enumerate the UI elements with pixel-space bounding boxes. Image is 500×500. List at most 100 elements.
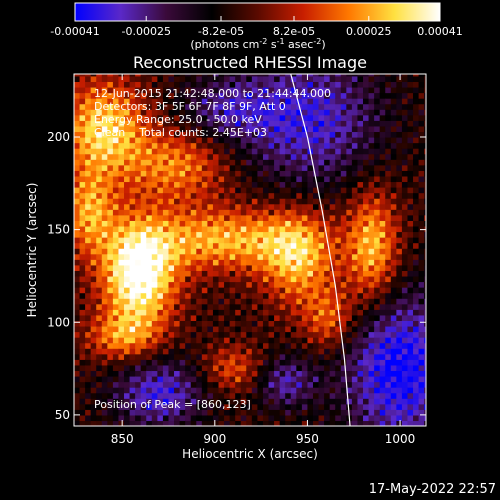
heatmap-cell xyxy=(407,270,414,277)
heatmap-cell xyxy=(185,370,192,377)
heatmap-cell xyxy=(257,325,264,333)
heatmap-cell xyxy=(229,259,236,266)
heatmap-cell xyxy=(118,398,125,405)
heatmap-cell xyxy=(351,131,359,138)
heatmap-cell xyxy=(368,298,375,305)
heatmap-cell xyxy=(85,192,92,199)
heatmap-cell xyxy=(401,114,409,121)
heatmap-cell xyxy=(307,142,314,149)
heatmap-cell xyxy=(290,187,297,194)
heatmap-cell xyxy=(385,414,392,422)
heatmap-cell xyxy=(418,142,425,149)
heatmap-cell xyxy=(413,275,420,283)
heatmap-cell xyxy=(413,414,420,422)
heatmap-cell xyxy=(129,375,136,383)
x-tick-label: 900 xyxy=(203,432,226,446)
heatmap-cell xyxy=(274,403,281,410)
heatmap-cell xyxy=(257,348,264,355)
heatmap-cell xyxy=(229,370,236,377)
heatmap-cell xyxy=(390,109,397,116)
heatmap-cell xyxy=(162,259,170,266)
heatmap-cell xyxy=(96,325,103,333)
heatmap-cell xyxy=(212,103,220,110)
heatmap-cell xyxy=(346,298,353,305)
heatmap-cell xyxy=(379,264,386,271)
heatmap-cell xyxy=(157,198,164,205)
heatmap-cell xyxy=(385,409,392,416)
heatmap-cell xyxy=(218,309,225,316)
heatmap-cell xyxy=(407,203,414,210)
heatmap-cell xyxy=(240,120,247,127)
heatmap-cell xyxy=(124,153,131,160)
heatmap-cell xyxy=(340,75,347,83)
heatmap-cell xyxy=(407,159,414,166)
heatmap-cell xyxy=(146,331,153,338)
heatmap-cell xyxy=(251,203,259,210)
heatmap-cell xyxy=(235,192,242,199)
heatmap-cell xyxy=(274,192,281,199)
heatmap-cell xyxy=(179,192,186,199)
heatmap-cell xyxy=(274,81,281,88)
heatmap-cell xyxy=(329,337,336,344)
heatmap-cell xyxy=(379,153,386,160)
heatmap-cell xyxy=(290,414,297,422)
heatmap-cell xyxy=(324,275,331,283)
heatmap-cell xyxy=(151,325,158,333)
heatmap-cell xyxy=(318,309,325,316)
heatmap-cell xyxy=(274,359,281,366)
heatmap-cell xyxy=(190,125,197,133)
heatmap-cell xyxy=(151,303,158,310)
heatmap-cell xyxy=(185,420,192,426)
heatmap-cell xyxy=(229,314,236,321)
heatmap-cell xyxy=(324,259,331,266)
heatmap-cell xyxy=(157,74,164,77)
heatmap-cell xyxy=(135,387,142,394)
heatmap-cell xyxy=(212,287,220,294)
heatmap-cell xyxy=(101,342,108,349)
heatmap-cell xyxy=(312,275,320,283)
heatmap-cell xyxy=(324,325,331,333)
heatmap-cell xyxy=(90,75,97,83)
heatmap-cell xyxy=(279,264,286,271)
heatmap-cell xyxy=(146,414,153,422)
heatmap-cell xyxy=(179,203,186,210)
heatmap-cell xyxy=(329,242,336,249)
heatmap-cell xyxy=(129,214,136,221)
heatmap-cell xyxy=(307,74,314,77)
heatmap-cell xyxy=(374,414,381,422)
heatmap-cell xyxy=(240,420,247,426)
heatmap-cell xyxy=(251,142,259,149)
heatmap-cell xyxy=(268,198,275,205)
heatmap-cell xyxy=(112,164,120,171)
heatmap-cell xyxy=(396,264,403,271)
heatmap-cell xyxy=(329,320,336,327)
heatmap-cell xyxy=(390,303,397,310)
heatmap-cell xyxy=(151,381,158,388)
heatmap-cell xyxy=(340,214,347,221)
heatmap-cell xyxy=(212,342,220,349)
heatmap-cell xyxy=(246,264,253,271)
heatmap-cell xyxy=(140,114,147,121)
heatmap-cell xyxy=(290,109,297,116)
heatmap-cell xyxy=(324,170,331,177)
heatmap-cell xyxy=(79,81,86,88)
heatmap-cell xyxy=(285,231,292,238)
heatmap-cell xyxy=(140,92,147,99)
heatmap-cell xyxy=(418,86,425,94)
heatmap-cell xyxy=(251,220,259,227)
heatmap-cell xyxy=(229,81,236,88)
heatmap-cell xyxy=(290,125,297,133)
heatmap-cell xyxy=(357,298,364,305)
heatmap-cell xyxy=(185,148,192,155)
heatmap-cell xyxy=(390,264,397,271)
heatmap-cell xyxy=(268,398,275,405)
heatmap-cell xyxy=(207,242,214,249)
heatmap-cell xyxy=(224,242,231,249)
heatmap-cell xyxy=(374,348,381,355)
heatmap-cell xyxy=(301,109,309,116)
heatmap-cell xyxy=(151,74,158,77)
heatmap-cell xyxy=(101,187,108,194)
heatmap-cell xyxy=(112,203,120,210)
heatmap-cell xyxy=(257,303,264,310)
heatmap-cell xyxy=(118,409,125,416)
